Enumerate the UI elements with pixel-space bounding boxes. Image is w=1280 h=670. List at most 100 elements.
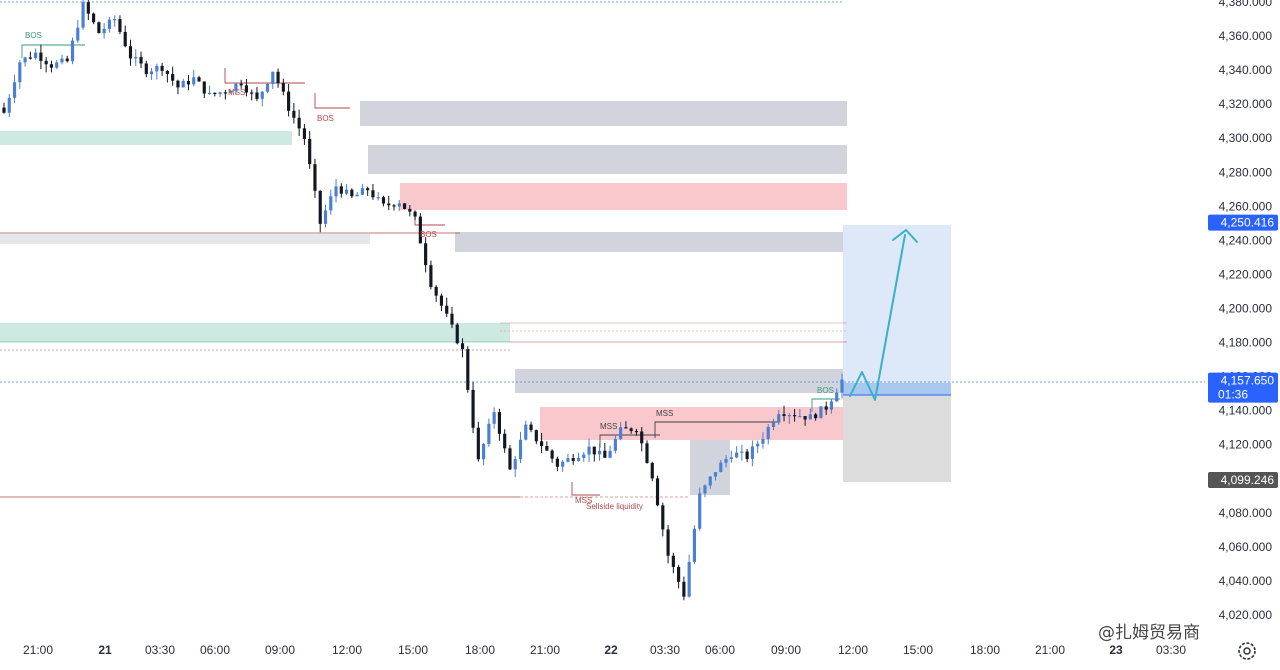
candle	[677, 564, 681, 589]
candle	[408, 205, 412, 217]
candle	[835, 388, 839, 402]
mss-bracket	[224, 68, 305, 84]
price-badge-value: 4,099.246	[1221, 473, 1275, 487]
candle	[76, 19, 80, 43]
annotation-label: MSS	[600, 422, 617, 431]
candle	[719, 459, 723, 473]
candle	[482, 442, 486, 466]
candle	[703, 484, 707, 498]
candle	[134, 49, 138, 66]
x-tick-label: 21	[98, 643, 112, 657]
x-tick-label: 23	[1109, 643, 1123, 657]
candle	[497, 408, 502, 441]
bos-bracket	[21, 44, 85, 58]
candle	[529, 421, 533, 433]
candle	[308, 131, 312, 169]
candle	[329, 189, 333, 215]
candle	[613, 435, 617, 454]
settings-icon[interactable]	[1238, 642, 1256, 660]
annotation-label: Sellside liquidity	[586, 502, 643, 511]
candle	[713, 472, 718, 481]
candle	[524, 420, 528, 441]
candle	[323, 204, 328, 228]
demand-zone	[0, 323, 510, 342]
x-tick-label: 21:00	[530, 643, 560, 657]
candle	[55, 60, 59, 70]
candle	[23, 56, 27, 67]
candle	[518, 431, 523, 463]
candle	[387, 195, 391, 211]
candle	[824, 401, 828, 415]
candle	[197, 75, 201, 82]
candle	[244, 78, 249, 97]
candle	[555, 456, 559, 472]
candle	[808, 408, 812, 420]
candle	[771, 418, 776, 431]
candle	[102, 23, 106, 39]
candle	[165, 70, 169, 83]
candle	[381, 195, 386, 207]
candle	[576, 452, 581, 462]
candle	[445, 297, 449, 317]
candle	[645, 440, 649, 464]
price-axis[interactable]: 4,380.000 4,360.000 4,340.000 4,320.000 4,30…	[1219, 0, 1273, 622]
candle	[561, 459, 565, 472]
neutral-zone	[515, 369, 847, 393]
candle	[402, 203, 407, 210]
candle	[619, 422, 623, 441]
candle	[128, 39, 133, 66]
y-tick-label: 4,220.000	[1219, 267, 1273, 281]
candle	[655, 475, 660, 507]
price-badge-countdown: 01:36	[1218, 388, 1248, 402]
candle	[439, 293, 444, 312]
candle	[313, 158, 317, 198]
candle	[740, 444, 744, 461]
candle	[176, 79, 180, 95]
candle	[339, 183, 343, 198]
candle	[413, 210, 417, 220]
time-axis[interactable]: 21:00 21 03:30 06:00 09:00 12:00 15:00 18:00 21:…	[23, 643, 1186, 657]
candle	[297, 109, 301, 136]
candle	[292, 103, 296, 124]
candle	[735, 446, 739, 459]
y-tick-label: 4,240.000	[1219, 233, 1273, 247]
candle	[571, 453, 575, 465]
candle	[70, 37, 75, 65]
bos-bracket	[811, 398, 840, 412]
candle	[455, 322, 459, 345]
candle	[650, 461, 654, 482]
candle	[540, 432, 544, 453]
candle	[7, 94, 11, 118]
candle	[60, 54, 64, 65]
annotation-label: MSS	[656, 409, 673, 418]
x-tick-label: 18:00	[465, 643, 495, 657]
candle	[803, 415, 807, 426]
x-tick-label: 18:00	[970, 643, 1000, 657]
x-tick-label: 03:30	[1156, 643, 1186, 657]
candle	[692, 525, 697, 564]
demand-zone	[0, 131, 292, 145]
candle	[355, 192, 359, 197]
x-tick-label: 06:00	[705, 643, 735, 657]
candle	[44, 57, 48, 73]
supply-zone	[400, 183, 847, 210]
x-tick-label: 15:00	[398, 643, 428, 657]
candle	[798, 408, 802, 418]
candle	[92, 12, 96, 25]
candle	[624, 421, 628, 429]
candle	[687, 554, 691, 598]
candle	[671, 552, 675, 574]
candle	[661, 502, 665, 537]
y-tick-label: 4,380.000	[1219, 0, 1273, 9]
candles-layer	[2, 0, 844, 601]
candle	[86, 0, 90, 21]
candle	[360, 183, 364, 196]
candle	[213, 92, 217, 97]
y-tick-label: 4,080.000	[1219, 506, 1273, 520]
candle	[144, 60, 148, 78]
y-tick-label: 4,360.000	[1219, 29, 1273, 43]
candle	[545, 441, 549, 452]
candle	[271, 71, 275, 89]
candle	[97, 21, 101, 34]
